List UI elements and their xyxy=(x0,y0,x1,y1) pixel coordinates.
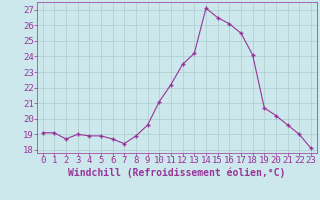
X-axis label: Windchill (Refroidissement éolien,°C): Windchill (Refroidissement éolien,°C) xyxy=(68,168,285,178)
